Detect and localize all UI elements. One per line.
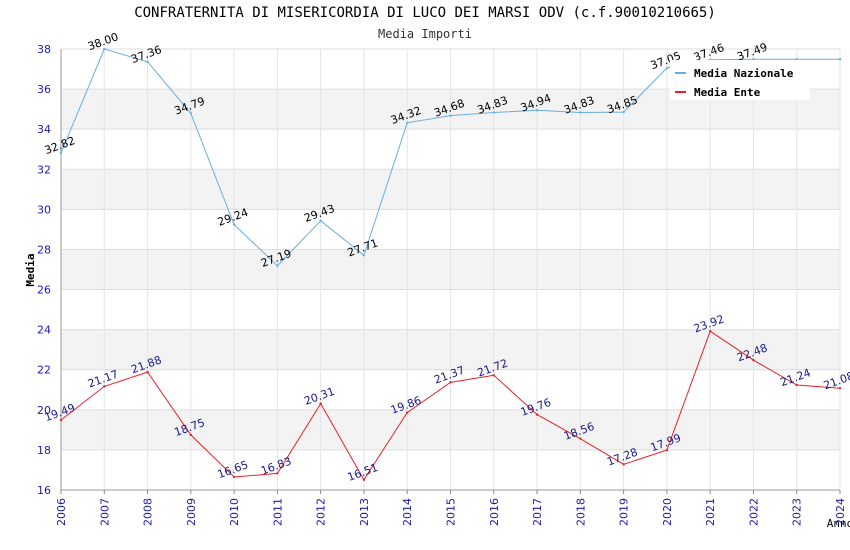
data-point [492,111,495,114]
data-point [362,254,366,257]
y-tick-label: 34 [37,123,51,136]
x-tick-label: 2017 [531,498,544,526]
data-label: 32.82 [43,134,77,157]
y-tick-label: 22 [37,364,51,377]
x-tick-label: 2007 [98,498,111,526]
y-tick-label: 16 [37,484,51,497]
y-tick-label: 38 [37,43,51,56]
data-point [146,60,149,64]
data-point [276,472,279,475]
y-axis-title: Media [24,253,37,286]
data-point [319,402,322,405]
data-point [319,219,322,222]
x-tick-label: 2018 [574,498,587,526]
data-label: 38.00 [86,30,120,53]
data-label: 16.65 [216,458,250,481]
y-tick-label: 24 [37,324,51,337]
x-tick-label: 2015 [445,498,458,526]
y-tick-label: 36 [37,83,51,96]
x-tick-label: 2021 [704,498,717,526]
data-point [665,66,669,70]
data-point [579,111,582,114]
data-point [535,413,539,416]
x-tick-label: 2010 [228,498,241,526]
legend-label: Media Nazionale [694,67,794,80]
legend: Media Nazionale Media Ente [670,60,810,100]
data-point [622,463,625,466]
y-tick-label: 30 [37,203,51,216]
x-tick-label: 2020 [661,498,674,526]
chart-title: CONFRATERNITA DI MISERICORDIA DI LUCO DE… [134,5,716,21]
data-point [838,386,842,390]
data-point [795,58,798,61]
data-point [59,151,63,155]
x-tick-label: 2014 [401,498,414,526]
data-point [103,385,106,388]
data-point [795,383,798,387]
data-point [362,478,366,481]
data-point [708,330,712,333]
x-axis-title: Anno [827,517,850,530]
legend-box [670,60,810,100]
x-tick-label: 2013 [358,498,371,526]
y-tick-label: 32 [37,163,51,176]
data-point [535,109,539,112]
data-label: 37.36 [129,43,163,66]
data-point [449,114,452,117]
x-tick-label: 2022 [747,498,760,526]
data-point [449,381,452,384]
data-point [189,433,193,437]
data-point [406,121,409,124]
data-point [146,370,149,374]
y-tick-label: 26 [37,284,51,297]
data-point [579,437,582,440]
y-tick-label: 20 [37,404,51,417]
data-point [752,58,755,61]
x-tick-label: 2011 [271,498,284,526]
data-point [665,448,669,452]
x-tick-label: 2006 [55,498,68,526]
data-label: 16.51 [346,461,380,484]
data-point [103,47,106,51]
data-point [622,110,625,114]
legend-label: Media Ente [694,86,761,99]
x-tick-label: 2009 [185,498,198,526]
x-tick-label: 2024 [834,498,847,526]
data-point [232,223,236,226]
x-tick-label: 2008 [142,498,155,526]
y-tick-label: 28 [37,243,51,256]
x-tick-label: 2019 [618,498,631,526]
data-label: 20.31 [302,385,336,408]
data-label: 21.08 [822,369,850,392]
data-point [838,58,842,61]
data-point [752,358,755,362]
chart-subtitle: Media Importi [378,27,472,41]
data-label: 16.83 [259,455,293,478]
x-tick-label: 2012 [315,498,328,526]
x-tick-label: 2016 [488,498,501,526]
data-point [492,374,495,377]
series-group [59,47,842,481]
data-point [406,411,409,414]
data-label: 37.49 [735,40,769,63]
data-point [189,112,193,115]
data-point [276,264,279,267]
gridlines [60,48,841,491]
x-tick-label: 2023 [791,498,804,526]
data-point [232,475,236,479]
y-tick-label: 18 [37,444,51,457]
data-point [59,418,63,422]
